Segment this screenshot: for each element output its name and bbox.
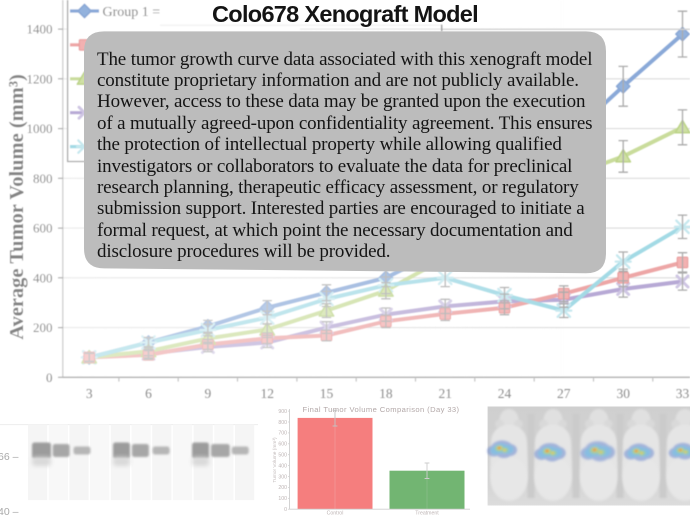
svg-text:800: 800 xyxy=(33,171,53,186)
svg-text:1400: 1400 xyxy=(27,22,53,37)
svg-text:300: 300 xyxy=(278,474,287,480)
svg-text:600: 600 xyxy=(278,442,287,448)
svg-text:Tumor Volume (mm³): Tumor Volume (mm³) xyxy=(272,437,278,483)
svg-text:12: 12 xyxy=(260,386,274,401)
svg-text:24: 24 xyxy=(498,386,512,401)
svg-text:Group 1 =: Group 1 = xyxy=(103,5,161,20)
svg-text:1000: 1000 xyxy=(27,121,53,136)
svg-text:100: 100 xyxy=(278,496,287,502)
svg-text:500: 500 xyxy=(278,453,287,459)
svg-text:66 –: 66 – xyxy=(0,451,19,463)
svg-text:400: 400 xyxy=(33,270,53,285)
svg-text:Average Tumor Volume (mm³): Average Tumor Volume (mm³) xyxy=(6,74,28,340)
svg-text:800: 800 xyxy=(278,420,287,426)
svg-text:21: 21 xyxy=(438,386,452,401)
svg-text:15: 15 xyxy=(320,386,334,401)
svg-text:9: 9 xyxy=(205,386,212,401)
svg-text:200: 200 xyxy=(278,485,287,491)
svg-text:3: 3 xyxy=(86,386,93,401)
svg-text:Final Tumor Volume Comparison: Final Tumor Volume Comparison (Day 33) xyxy=(302,405,459,414)
svg-text:33: 33 xyxy=(676,386,690,401)
svg-text:6: 6 xyxy=(145,386,152,401)
svg-text:900: 900 xyxy=(278,409,287,415)
svg-text:Treatment: Treatment xyxy=(415,511,439,517)
svg-text:0: 0 xyxy=(46,370,53,385)
svg-text:400: 400 xyxy=(278,463,287,469)
svg-text:700: 700 xyxy=(278,431,287,437)
svg-text:18: 18 xyxy=(379,386,393,401)
svg-text:200: 200 xyxy=(33,320,53,335)
svg-text:40 –: 40 – xyxy=(0,506,19,517)
svg-text:Control: Control xyxy=(327,511,344,517)
svg-text:27: 27 xyxy=(557,386,571,401)
svg-text:1200: 1200 xyxy=(27,71,53,86)
svg-text:0: 0 xyxy=(284,507,287,513)
svg-text:30: 30 xyxy=(616,386,630,401)
svg-text:600: 600 xyxy=(33,221,53,236)
